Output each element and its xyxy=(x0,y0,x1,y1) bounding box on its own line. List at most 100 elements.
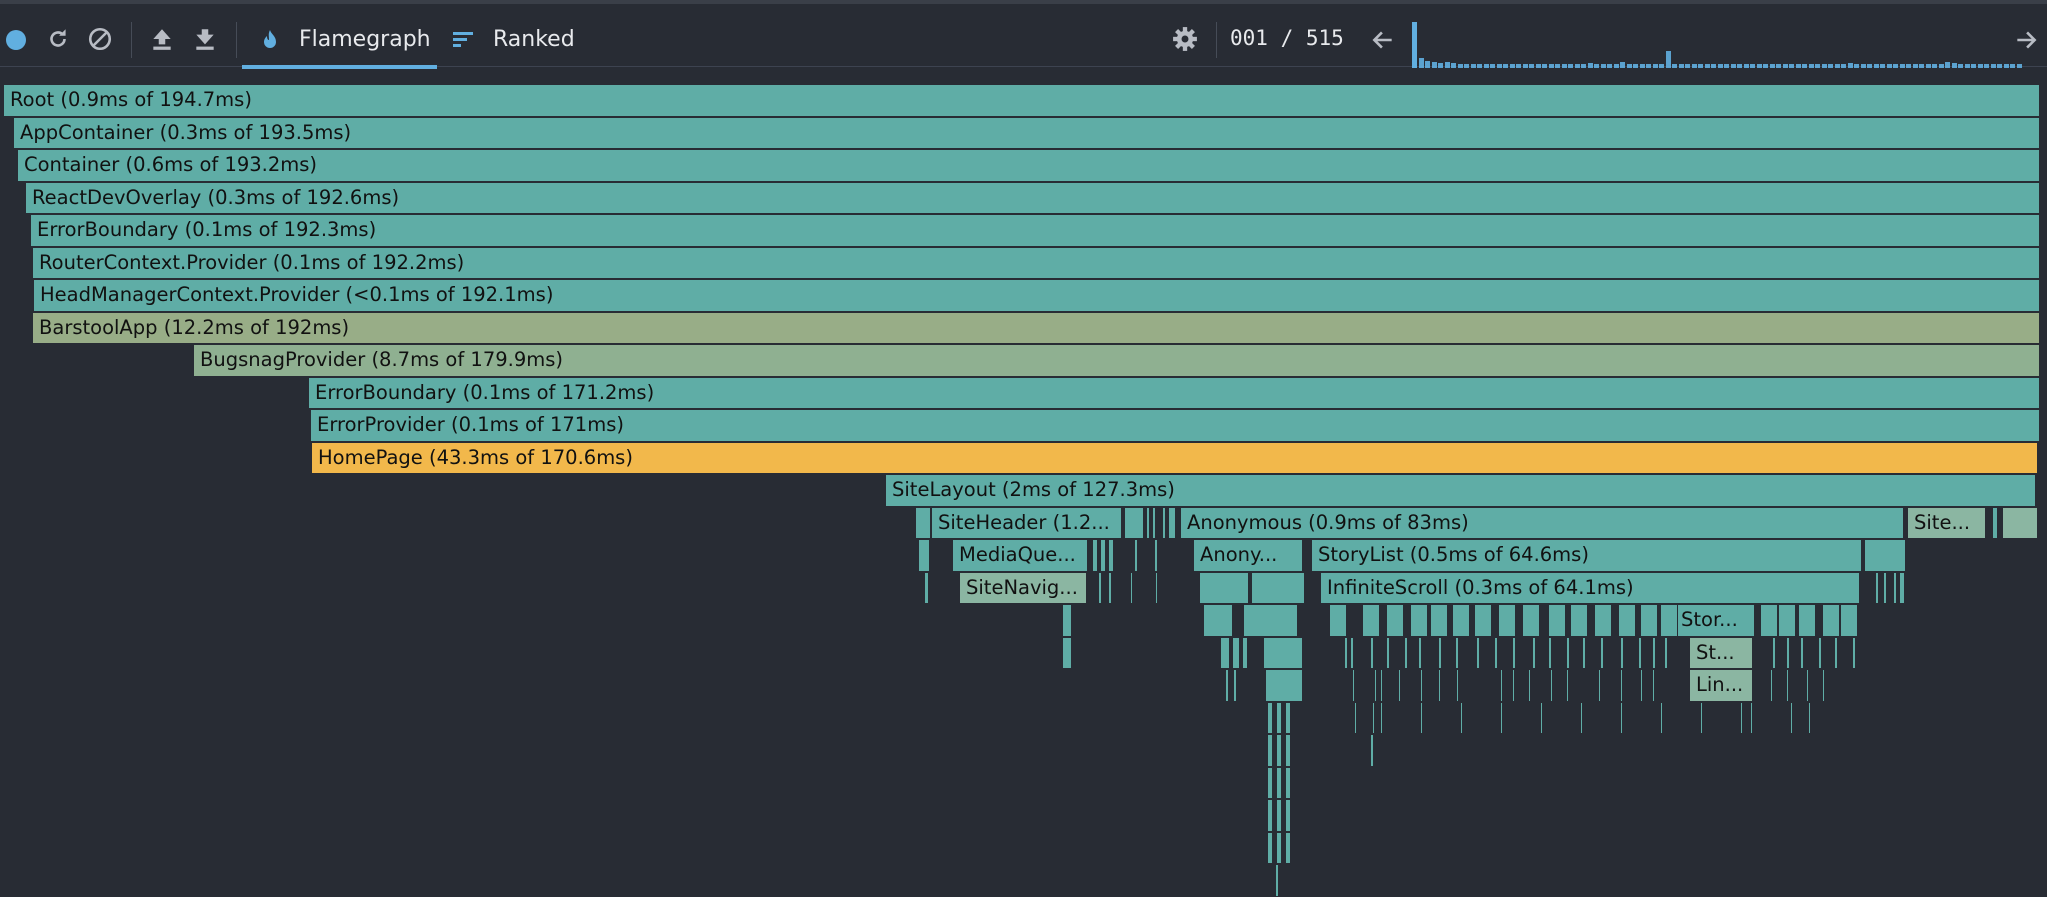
flame-frame[interactable] xyxy=(1566,636,1570,669)
commit-bar[interactable] xyxy=(1711,64,1716,68)
commit-bar[interactable] xyxy=(1737,64,1742,68)
commit-bar[interactable] xyxy=(1717,64,1723,68)
flame-frame[interactable] xyxy=(1404,636,1408,669)
commit-bar[interactable] xyxy=(1795,64,1801,68)
flame-frame[interactable] xyxy=(1540,701,1543,734)
flame-frame[interactable] xyxy=(915,506,931,539)
commit-bar[interactable] xyxy=(1581,64,1586,68)
flame-frame[interactable]: Lin... xyxy=(1689,669,1753,702)
flame-frame[interactable] xyxy=(1386,636,1390,669)
flame-frame[interactable] xyxy=(1380,701,1383,734)
commit-bar[interactable] xyxy=(1698,64,1703,68)
flame-frame[interactable] xyxy=(1276,831,1282,864)
flame-frame[interactable]: SiteLayout (2ms of 127.3ms) xyxy=(885,474,2036,507)
flame-frame[interactable] xyxy=(1594,604,1612,637)
commit-bar[interactable] xyxy=(1529,64,1534,68)
commit-bar[interactable] xyxy=(1418,57,1424,68)
flame-frame[interactable] xyxy=(1638,636,1642,669)
flame-frame[interactable] xyxy=(1818,636,1822,669)
flame-frame[interactable] xyxy=(1893,571,1897,604)
flame-frame[interactable] xyxy=(1275,864,1279,897)
flame-frame[interactable] xyxy=(1329,604,1347,637)
commit-bar[interactable] xyxy=(1938,64,1944,68)
commit-bar[interactable] xyxy=(1646,64,1651,68)
flame-frame[interactable] xyxy=(1386,604,1404,637)
flame-frame[interactable] xyxy=(1852,636,1856,669)
flame-frame[interactable] xyxy=(1456,669,1459,702)
flame-frame[interactable] xyxy=(1875,571,1879,604)
flame-frame[interactable] xyxy=(1154,539,1158,572)
flame-frame[interactable] xyxy=(1494,636,1498,669)
commit-bar[interactable] xyxy=(1925,64,1931,68)
commit-bar[interactable] xyxy=(1607,64,1612,68)
flame-frame[interactable]: ErrorBoundary (0.1ms of 192.3ms) xyxy=(30,214,2040,247)
flame-frame[interactable] xyxy=(1798,604,1816,637)
commit-bar[interactable] xyxy=(1652,64,1658,68)
flame-frame[interactable] xyxy=(1352,669,1355,702)
commit-bar[interactable] xyxy=(1672,64,1677,68)
flame-frame[interactable] xyxy=(1570,604,1588,637)
flame-frame[interactable]: Anony... xyxy=(1193,539,1303,572)
flame-frame[interactable] xyxy=(1098,571,1102,604)
commit-bar[interactable] xyxy=(1977,64,1983,68)
commit-bar[interactable] xyxy=(1704,64,1710,68)
flame-frame[interactable] xyxy=(1362,604,1380,637)
flame-frame[interactable] xyxy=(1285,734,1291,767)
flame-frame[interactable] xyxy=(1740,701,1743,734)
commit-bar[interactable] xyxy=(1451,63,1456,68)
flame-frame[interactable] xyxy=(1600,636,1604,669)
flame-frame[interactable] xyxy=(1840,604,1858,637)
flame-frame[interactable] xyxy=(1267,766,1273,799)
flame-frame[interactable] xyxy=(1438,636,1442,669)
commit-bar[interactable] xyxy=(1743,64,1749,68)
flame-frame[interactable]: Container (0.6ms of 193.2ms) xyxy=(17,149,2040,182)
flame-frame[interactable]: InfiniteScroll (0.3ms of 64.1ms) xyxy=(1320,571,1860,604)
flame-frame[interactable] xyxy=(1883,571,1887,604)
commit-bar[interactable] xyxy=(1912,64,1918,68)
flame-frame[interactable] xyxy=(1474,604,1492,637)
flame-frame[interactable]: SiteNavig... xyxy=(959,571,1087,604)
commit-bar[interactable] xyxy=(1821,64,1827,68)
commit-bar[interactable] xyxy=(1503,64,1508,68)
flame-frame[interactable] xyxy=(1476,636,1480,669)
flame-frame[interactable] xyxy=(1168,506,1176,539)
flame-frame[interactable] xyxy=(1864,539,1906,572)
flame-frame[interactable] xyxy=(1786,669,1789,702)
commit-bar[interactable] xyxy=(1691,64,1697,68)
flame-frame[interactable] xyxy=(1430,604,1448,637)
flame-frame[interactable] xyxy=(1199,571,1249,604)
flame-frame[interactable] xyxy=(1770,669,1773,702)
commit-bar[interactable] xyxy=(2016,64,2022,68)
commit-bar[interactable] xyxy=(1548,64,1554,68)
flame-frame[interactable] xyxy=(1203,604,1233,637)
flame-frame[interactable]: HeadManagerContext.Provider (<0.1ms of 1… xyxy=(33,279,2040,312)
flame-frame[interactable] xyxy=(1100,539,1106,572)
flame-frame[interactable] xyxy=(1580,701,1583,734)
flame-frame[interactable]: HomePage (43.3ms of 170.6ms) xyxy=(311,441,2038,474)
flame-frame[interactable] xyxy=(1354,701,1357,734)
commit-bar[interactable] xyxy=(1542,64,1547,68)
commit-bar[interactable] xyxy=(1958,64,1963,68)
flame-frame[interactable] xyxy=(1778,604,1796,637)
commit-bar[interactable] xyxy=(1886,64,1892,68)
commit-bar[interactable] xyxy=(1834,64,1840,68)
commit-bar[interactable] xyxy=(1600,64,1606,68)
flame-frame[interactable] xyxy=(1162,506,1166,539)
flame-frame[interactable] xyxy=(1420,701,1423,734)
flame-frame[interactable] xyxy=(1452,604,1470,637)
flame-frame[interactable] xyxy=(1410,604,1428,637)
flame-frame[interactable] xyxy=(1760,604,1778,637)
flame-frame[interactable] xyxy=(1370,734,1374,767)
commit-bar[interactable] xyxy=(1659,64,1664,68)
flame-frame[interactable] xyxy=(1420,669,1423,702)
commit-bar[interactable] xyxy=(1425,61,1430,68)
flame-frame[interactable] xyxy=(1618,604,1636,637)
commit-bar[interactable] xyxy=(1802,64,1807,68)
commit-bar[interactable] xyxy=(1899,64,1905,68)
commit-bar[interactable] xyxy=(1906,64,1911,68)
flame-frame[interactable] xyxy=(1528,669,1531,702)
flame-frame[interactable] xyxy=(1374,669,1377,702)
flame-frame[interactable] xyxy=(1566,669,1569,702)
flame-frame[interactable] xyxy=(1660,604,1678,637)
commit-bar[interactable] xyxy=(1808,64,1814,68)
